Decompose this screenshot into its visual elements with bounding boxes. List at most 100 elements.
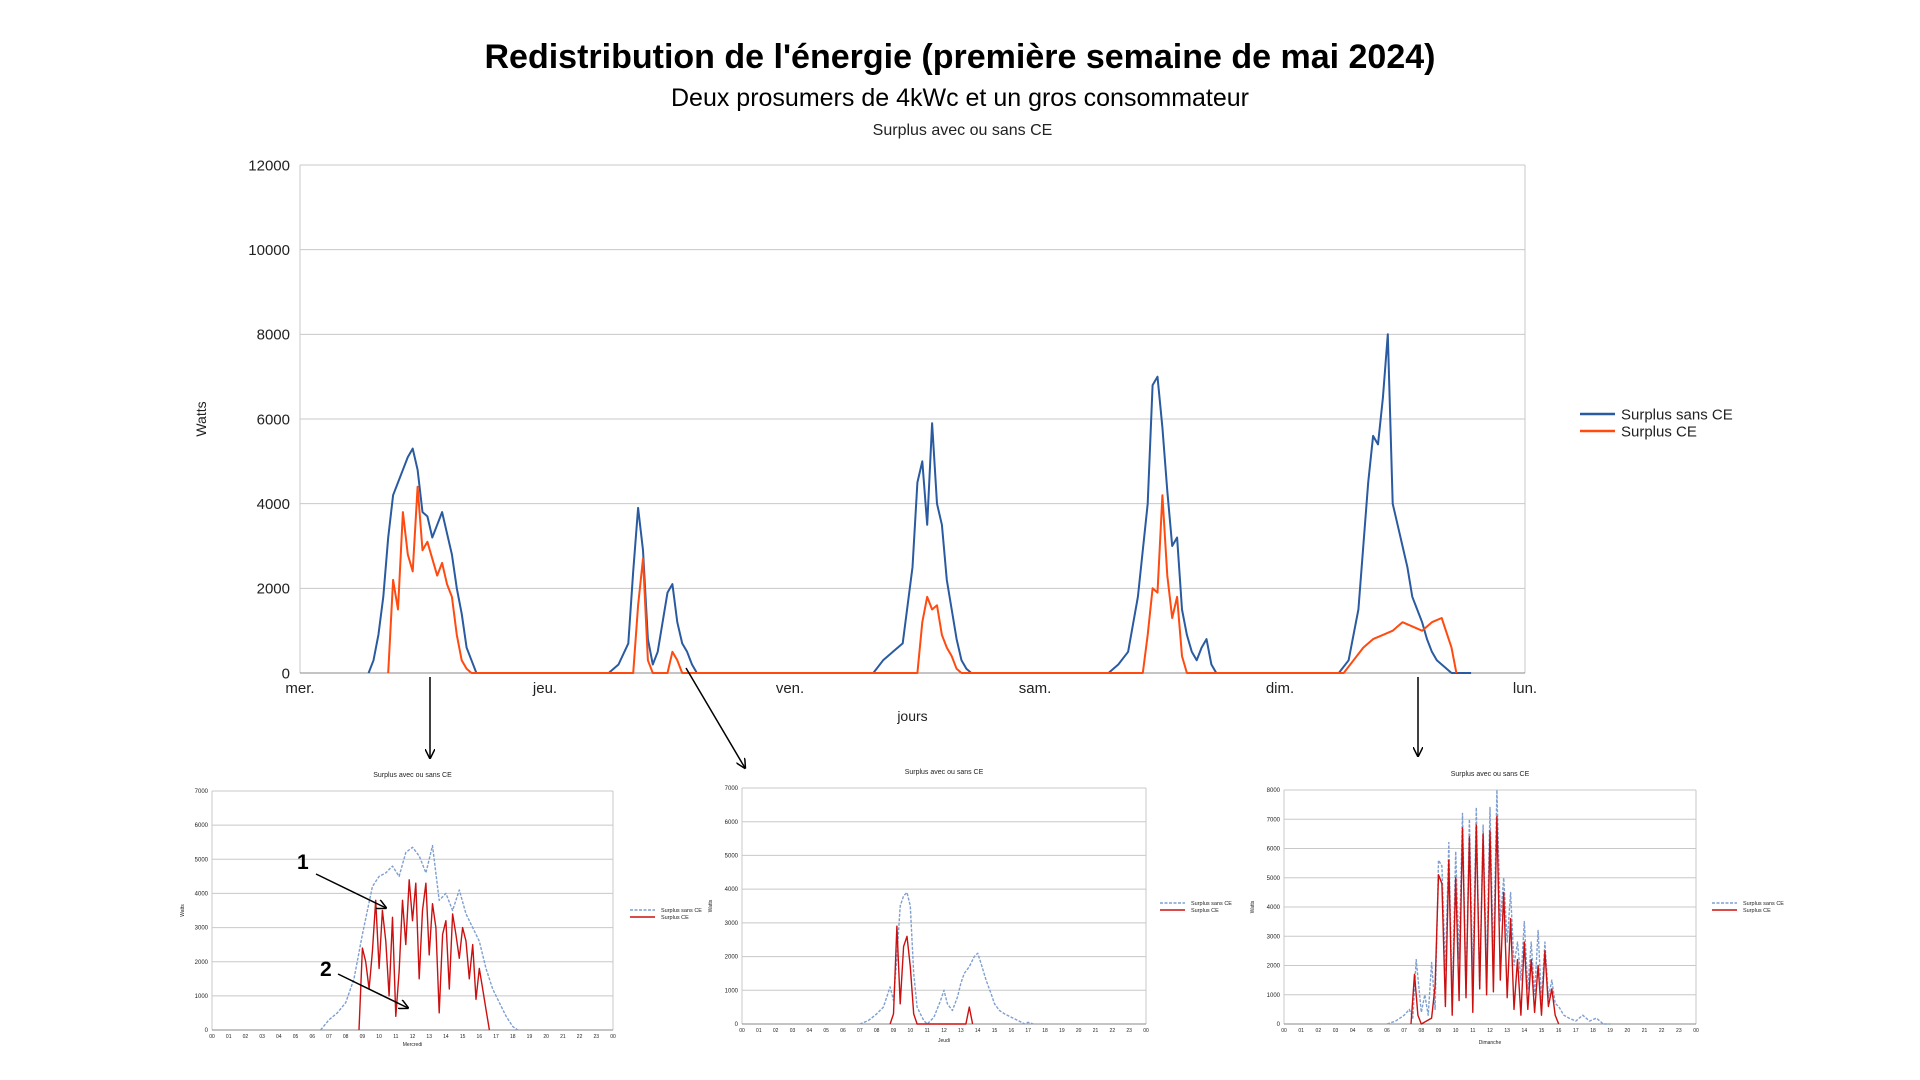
- x-tick-label: 00: [1281, 1028, 1287, 1034]
- x-tick-label: 15: [992, 1028, 998, 1034]
- y-tick-label: 4000: [1267, 905, 1281, 911]
- x-tick-label: 08: [874, 1028, 880, 1034]
- series-line-surplus-ce: [1410, 815, 1560, 1025]
- x-tick-label: mer.: [285, 680, 314, 697]
- x-tick-label: 01: [1298, 1028, 1304, 1034]
- y-tick-label: 6000: [1267, 847, 1281, 853]
- x-tick-label: 13: [958, 1028, 964, 1034]
- x-tick-label: 09: [891, 1028, 897, 1034]
- x-tick-label: 04: [807, 1028, 813, 1034]
- x-tick-label: 15: [460, 1034, 466, 1040]
- series-line-surplus-sans-ce: [320, 844, 519, 1031]
- y-tick-label: 1000: [1267, 993, 1281, 999]
- y-tick-label: 4000: [257, 496, 290, 513]
- y-tick-label: 7000: [725, 786, 739, 792]
- legend-label: Surplus sans CE: [1743, 901, 1784, 907]
- y-tick-label: 2000: [1267, 964, 1281, 970]
- x-axis-label: Mercredi: [403, 1042, 422, 1048]
- x-tick-label: 14: [975, 1028, 981, 1034]
- series-line-surplus-ce: [358, 879, 491, 1031]
- y-tick-label: 2000: [195, 960, 209, 966]
- y-tick-label: 8000: [257, 327, 290, 344]
- x-tick-label: 04: [276, 1034, 282, 1040]
- x-tick-label: 13: [1504, 1028, 1510, 1034]
- x-tick-label: 00: [1143, 1028, 1149, 1034]
- y-tick-label: 0: [1277, 1022, 1281, 1028]
- y-tick-label: 3000: [1267, 934, 1281, 940]
- x-tick-label: 07: [1401, 1028, 1407, 1034]
- y-tick-label: 2000: [257, 581, 290, 598]
- y-tick-label: 0: [735, 1022, 739, 1028]
- y-tick-label: 6000: [195, 823, 209, 829]
- x-tick-label: 23: [1126, 1028, 1132, 1034]
- chart-title: Surplus avec ou sans CE: [1451, 771, 1530, 778]
- y-tick-label: 0: [205, 1028, 209, 1034]
- x-tick-label: 00: [1693, 1028, 1699, 1034]
- x-tick-label: 10: [1453, 1028, 1459, 1034]
- x-tick-label: 19: [1607, 1028, 1613, 1034]
- x-tick-label: 07: [857, 1028, 863, 1034]
- x-tick-label: 08: [343, 1034, 349, 1040]
- x-tick-label: 13: [426, 1034, 432, 1040]
- y-tick-label: 5000: [195, 857, 209, 863]
- x-tick-label: 16: [1556, 1028, 1562, 1034]
- x-tick-label: 02: [1316, 1028, 1322, 1034]
- x-tick-label: 14: [1522, 1028, 1528, 1034]
- x-tick-label: 22: [1110, 1028, 1116, 1034]
- x-tick-label: 17: [493, 1034, 499, 1040]
- annotation-label-2: 2: [320, 958, 332, 981]
- y-tick-label: 1000: [725, 988, 739, 994]
- x-tick-label: 06: [840, 1028, 846, 1034]
- x-tick-label: 14: [443, 1034, 449, 1040]
- x-tick-label: 06: [1384, 1028, 1390, 1034]
- x-tick-label: 08: [1419, 1028, 1425, 1034]
- x-tick-label: 11: [393, 1034, 398, 1040]
- chart-0: Surplus avec ou sans CE 0 2000 4000 6000 8000…: [193, 122, 1733, 724]
- x-tick-label: 18: [1042, 1028, 1048, 1034]
- chart-title: Surplus avec ou sans CE: [873, 122, 1053, 139]
- x-tick-label: 05: [1367, 1028, 1373, 1034]
- y-tick-label: 0: [282, 665, 290, 682]
- y-axis-label: Watts: [1250, 900, 1256, 913]
- x-tick-label: 02: [243, 1034, 249, 1040]
- x-tick-label: 22: [1659, 1028, 1665, 1034]
- y-tick-label: 4000: [195, 892, 209, 898]
- series-line-surplus-sans-ce: [367, 333, 1472, 674]
- y-tick-label: 7000: [195, 789, 209, 795]
- x-tick-label: 11: [925, 1028, 930, 1034]
- y-tick-label: 1000: [195, 994, 209, 1000]
- x-axis-label: Jeudi: [938, 1038, 950, 1044]
- legend-label: Surplus CE: [1191, 908, 1219, 914]
- legend-label: Surplus CE: [1621, 423, 1697, 440]
- x-tick-label: 18: [510, 1034, 516, 1040]
- x-tick-label: 05: [823, 1028, 829, 1034]
- x-tick-label: 03: [790, 1028, 796, 1034]
- x-tick-label: 12: [1487, 1028, 1493, 1034]
- chart-title: Surplus avec ou sans CE: [373, 772, 452, 779]
- y-tick-label: 10000: [248, 242, 290, 259]
- page-subtitle: Deux prosumers de 4kWc et un gros consom…: [670, 84, 1249, 112]
- x-tick-label: 00: [739, 1028, 745, 1034]
- x-tick-label: sam.: [1019, 680, 1052, 697]
- y-axis-label: Watts: [708, 899, 714, 912]
- x-tick-label: 09: [360, 1034, 366, 1040]
- y-tick-label: 12000: [248, 157, 290, 174]
- x-tick-label: 04: [1350, 1028, 1356, 1034]
- x-tick-label: 23: [1676, 1028, 1682, 1034]
- x-tick-label: 17: [1573, 1028, 1579, 1034]
- x-tick-label: 10: [908, 1028, 914, 1034]
- series-line-surplus-sans-ce: [859, 891, 1034, 1025]
- x-tick-label: 19: [527, 1034, 533, 1040]
- x-tick-label: 16: [477, 1034, 483, 1040]
- y-tick-label: 7000: [1267, 817, 1281, 823]
- page-title: Redistribution de l'énergie (première se…: [484, 38, 1436, 76]
- connector-arrow-jeudi: [685, 667, 745, 768]
- series-line-surplus-sans-ce: [1386, 789, 1611, 1025]
- legend-label: Surplus sans CE: [1191, 901, 1232, 907]
- x-tick-label: dim.: [1266, 680, 1294, 697]
- legend-label: Surplus sans CE: [661, 908, 702, 914]
- x-tick-label: 03: [259, 1034, 265, 1040]
- x-tick-label: lun.: [1513, 680, 1537, 697]
- x-tick-label: 21: [1642, 1028, 1648, 1034]
- x-tick-label: 00: [610, 1034, 616, 1040]
